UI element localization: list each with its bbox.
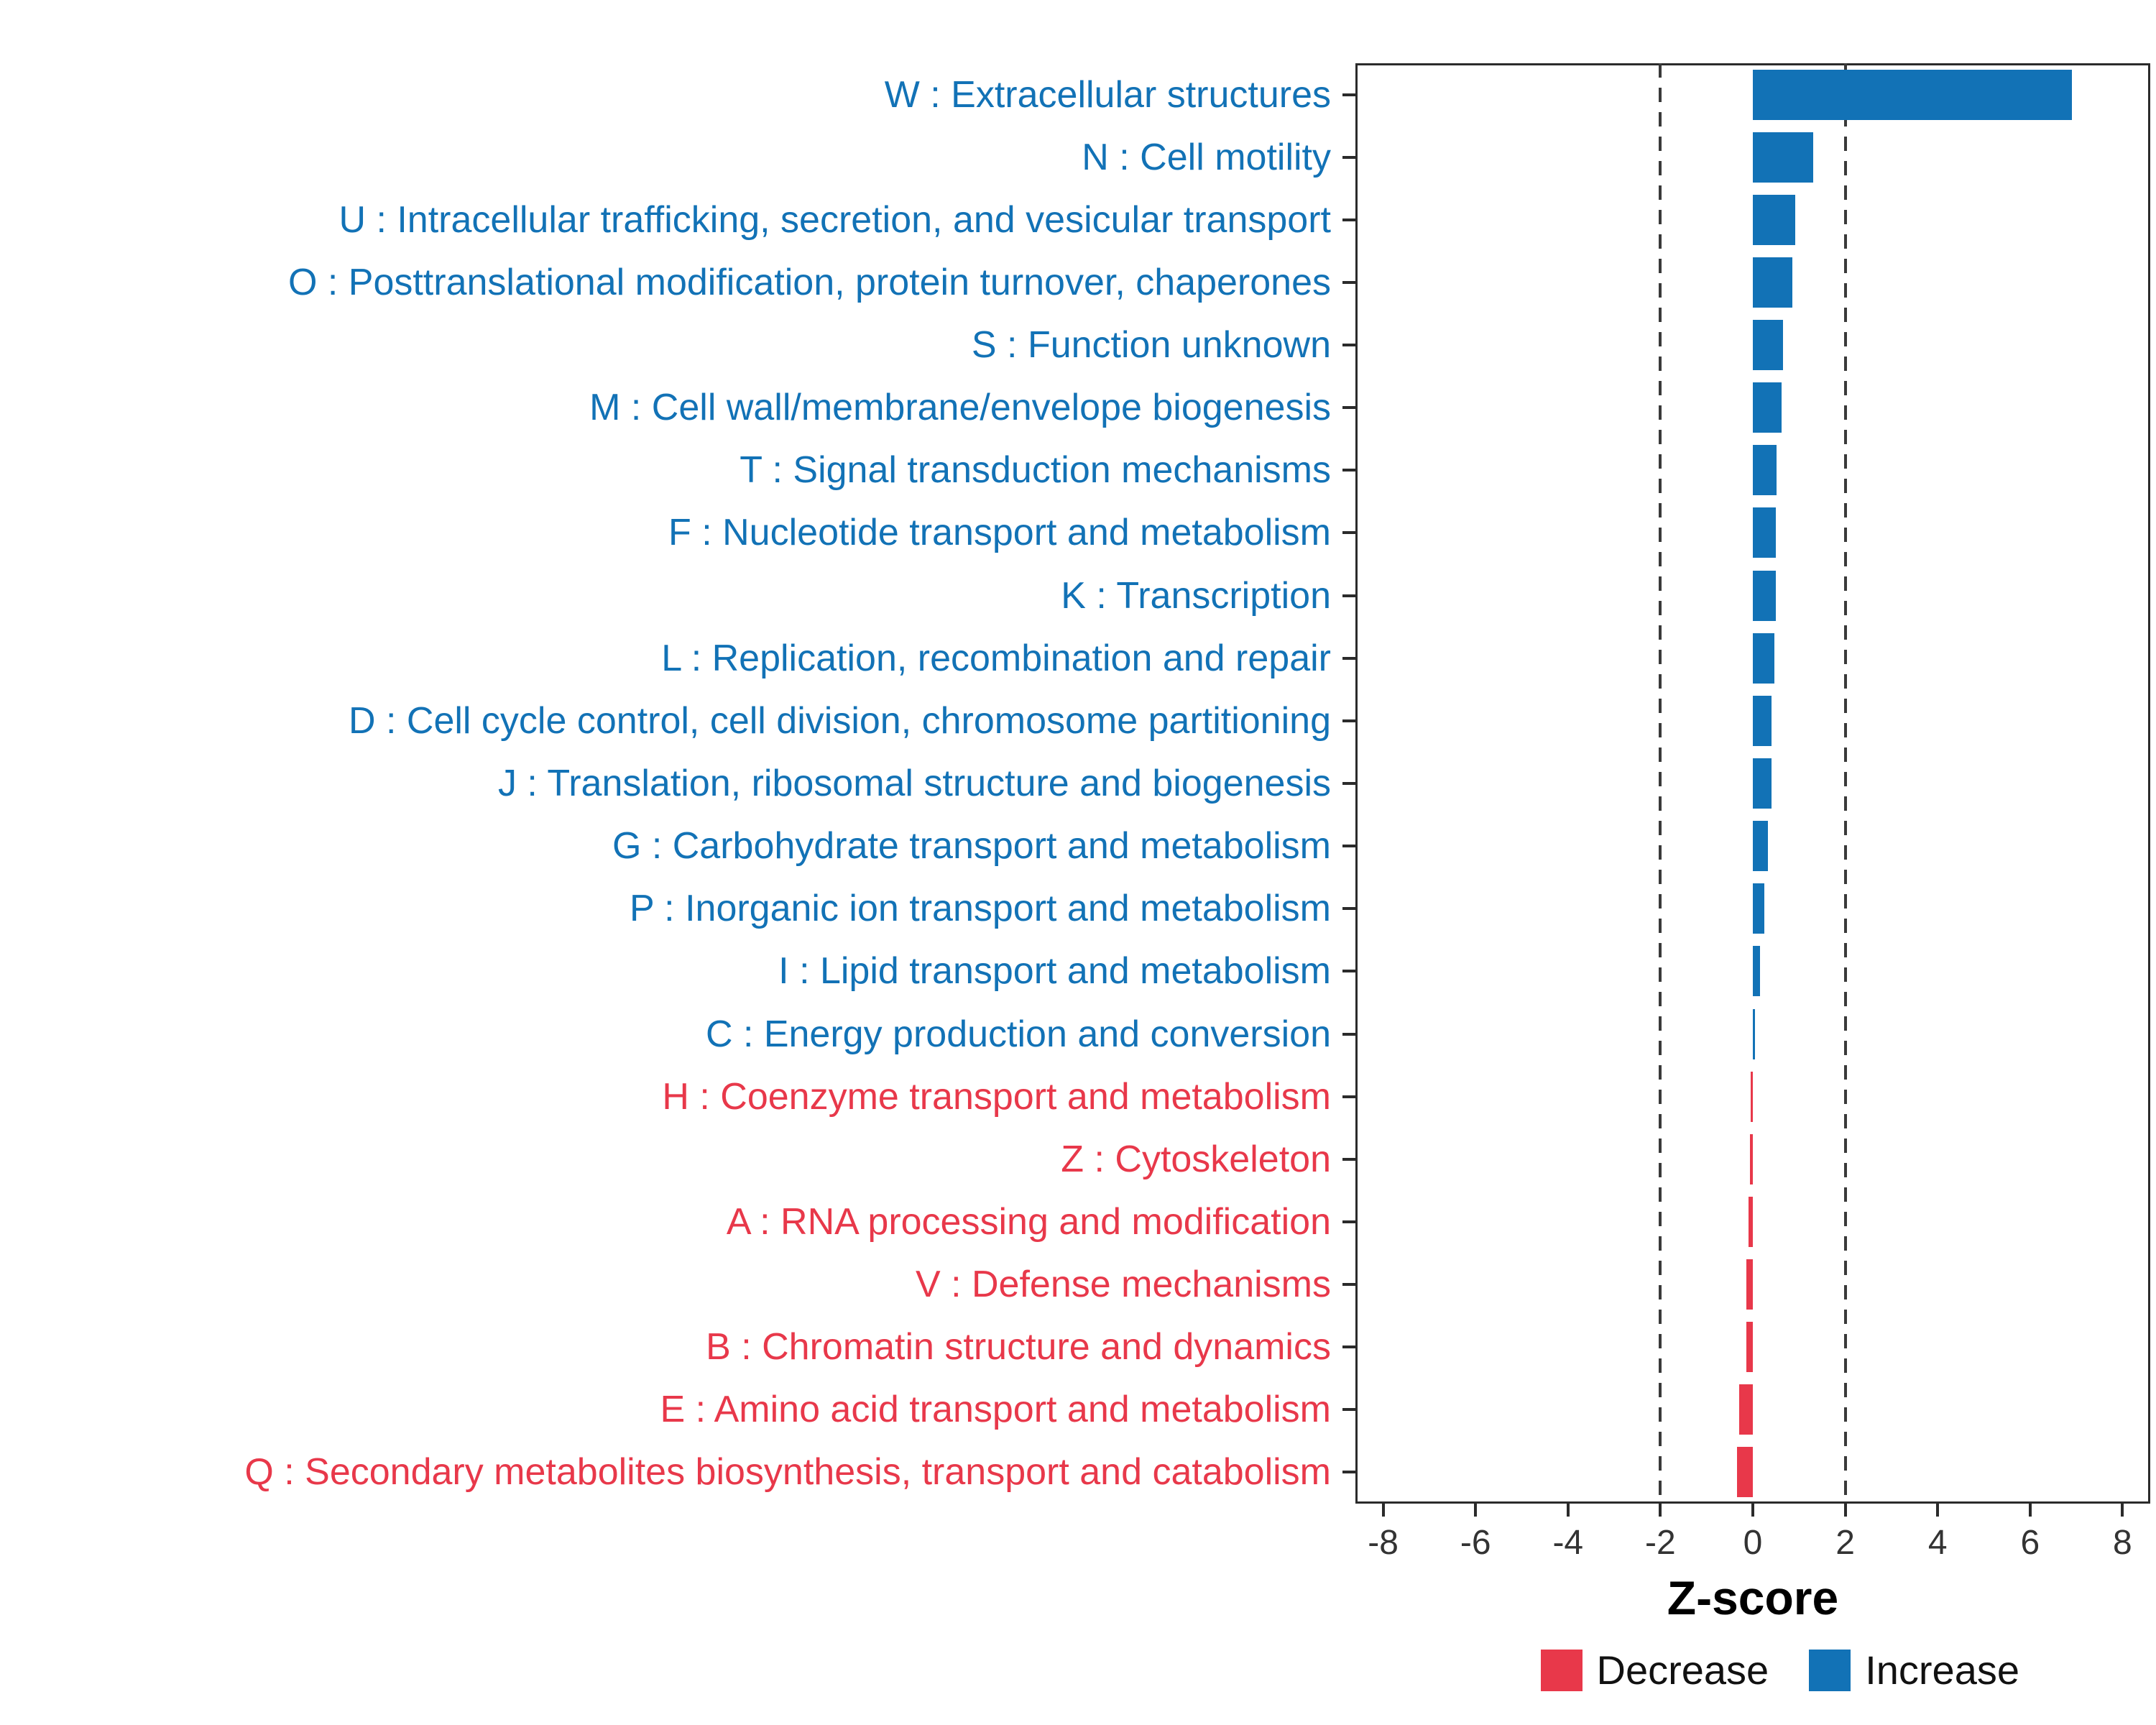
y-axis-tick [1342,907,1355,911]
y-axis-tick [1342,970,1355,973]
bar-increase [1753,1008,1755,1059]
y-axis-category-label: O : Posttranslational modification, prot… [287,261,1331,303]
y-axis-tick [1342,719,1355,722]
y-axis-tick [1342,344,1355,347]
y-axis-tick [1342,1157,1355,1161]
y-axis-tick [1342,406,1355,410]
y-axis-tick [1342,656,1355,660]
bar-increase [1753,883,1765,934]
y-axis-tick [1342,594,1355,597]
y-axis-category-label: Q : Secondary metabolites biosynthesis, … [244,1451,1331,1494]
x-axis-title: Z-score [1667,1571,1839,1624]
legend-label-decrease: Decrease [1596,1647,1769,1693]
y-axis-category-label: U : Intracellular trafficking, secretion… [338,198,1331,241]
bar-decrease [1746,1322,1753,1373]
y-axis-tick [1342,280,1355,284]
legend-label-increase: Increase [1865,1647,2019,1693]
bar-decrease [1746,1259,1753,1310]
y-axis-category-label: A : RNA processing and modification [726,1200,1331,1243]
y-axis-category-label: J : Translation, ribosomal structure and… [497,763,1331,804]
y-axis-category-label: I : Lipid transport and metabolism [778,950,1331,993]
x-axis-tick [1381,1504,1385,1517]
y-axis-category-label: Z : Cytoskeleton [1061,1138,1331,1180]
y-axis-tick [1342,1408,1355,1412]
x-axis-tick-label: 2 [1835,1524,1855,1562]
x-axis-tick-label: -2 [1645,1524,1676,1562]
y-axis-category-label: B : Chromatin structure and dynamics [706,1326,1331,1368]
y-axis-tick [1342,531,1355,535]
y-axis-category-label: T : Signal transduction mechanisms [740,449,1331,492]
y-axis-tick [1342,845,1355,848]
bar-increase [1753,445,1777,496]
bar-decrease [1750,1071,1753,1122]
bar-increase [1753,194,1796,245]
decrease-swatch [1540,1650,1583,1691]
y-axis-category-label: N : Cell motility [1082,136,1331,178]
y-axis-category-label: D : Cell cycle control, cell division, c… [349,699,1331,742]
x-axis-tick-label: 4 [1927,1524,1948,1562]
y-axis-tick [1342,1032,1355,1036]
y-axis-category-label: G : Carbohydrate transport and metabolis… [612,825,1331,868]
legend-item-decrease: Decrease [1540,1647,1769,1693]
bar-increase [1753,821,1768,872]
bar-decrease [1748,1196,1753,1247]
x-axis-tick [1843,1504,1847,1517]
x-axis-tick-label: 8 [2113,1524,2132,1562]
y-axis-tick [1342,1346,1355,1349]
y-axis-tick [1342,218,1355,221]
y-axis-tick [1342,155,1355,159]
x-axis-tick-label: -6 [1460,1524,1491,1562]
increase-swatch [1809,1650,1851,1691]
y-axis-category-label: V : Defense mechanisms [915,1264,1331,1306]
x-axis-tick [2028,1504,2032,1517]
y-axis-tick [1342,1095,1355,1098]
x-axis-tick [1659,1504,1662,1517]
bar-decrease [1750,1133,1753,1184]
x-axis-tick [1566,1504,1570,1517]
y-axis-tick [1342,1471,1355,1474]
bar-decrease [1737,1447,1753,1498]
y-axis-category-label: K : Transcription [1061,574,1331,617]
y-axis-category-label: H : Coenzyme transport and metabolism [662,1075,1331,1118]
y-axis-category-label: M : Cell wall/membrane/envelope biogenes… [589,387,1331,429]
x-axis-tick-label: 0 [1743,1524,1763,1562]
x-axis-tick-label: 6 [2020,1524,2040,1562]
bar-increase [1753,946,1761,997]
x-axis-tick [1474,1504,1478,1517]
y-axis-category-label: P : Inorganic ion transport and metaboli… [629,888,1331,930]
bar-increase [1753,632,1774,684]
y-axis-category-label: C : Energy production and conversion [705,1013,1331,1055]
y-axis-tick [1342,93,1355,96]
bar-increase [1753,320,1783,371]
y-axis-category-label: L : Replication, recombination and repai… [661,637,1331,679]
x-axis-tick [1936,1504,1940,1517]
y-axis-tick [1342,1283,1355,1287]
x-axis-tick [1751,1504,1754,1517]
reference-line [1659,63,1662,1504]
bar-increase [1753,695,1772,746]
x-axis-tick [2121,1504,2124,1517]
bar-increase [1753,69,2072,120]
bar-decrease [1738,1384,1753,1435]
x-axis-tick-label: -4 [1552,1524,1584,1562]
bar-increase [1753,132,1813,183]
bar-increase [1753,382,1782,433]
y-axis-tick [1342,782,1355,785]
legend: Decrease Increase [1540,1647,2019,1693]
x-axis-tick-label: -8 [1368,1524,1399,1562]
y-axis-category-label: W : Extracellular structures [884,73,1331,116]
bar-increase [1753,570,1777,621]
y-axis-category-label: E : Amino acid transport and metabolism [660,1389,1331,1431]
y-axis-tick [1342,469,1355,472]
bar-increase [1753,257,1792,308]
y-axis-category-label: F : Nucleotide transport and metabolism [668,512,1331,554]
bar-increase [1753,507,1777,558]
y-axis-tick [1342,1220,1355,1223]
bar-increase [1753,758,1772,809]
reference-line [1843,63,1847,1504]
legend-item-increase: Increase [1809,1650,2019,1691]
y-axis-category-label: S : Function unknown [971,324,1331,367]
